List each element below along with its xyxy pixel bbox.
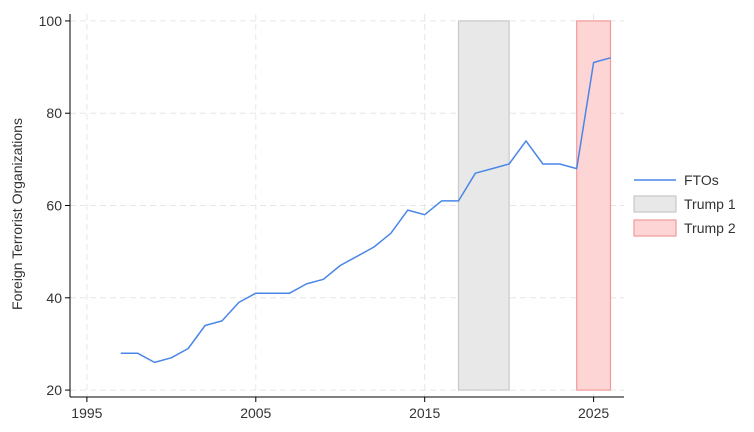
shaded-region <box>457 20 510 391</box>
legend-label: Trump 1 <box>684 196 736 212</box>
legend-area-swatch <box>633 195 677 213</box>
series-lines <box>120 57 611 364</box>
shaded-regions <box>457 20 612 391</box>
legend: FTOs Trump 1 Trump 2 <box>633 172 736 237</box>
x-tick-label: 2005 <box>240 405 271 421</box>
series-line <box>120 57 611 364</box>
legend-area-swatch <box>633 219 677 237</box>
legend-label: FTOs <box>684 172 719 188</box>
grid-lines <box>70 14 624 397</box>
x-tick-label: 2015 <box>409 405 440 421</box>
tick-labels: 20 40 60 80 100 1995 2005 2015 2025 <box>39 13 610 421</box>
y-tick-label: 80 <box>46 105 62 121</box>
shaded-region <box>576 20 612 391</box>
x-tick-label: 1995 <box>71 405 102 421</box>
y-axis-title: Foreign Terrorist Organizations <box>9 118 25 310</box>
y-tick-label: 40 <box>46 290 62 306</box>
x-tick-label: 2025 <box>578 405 609 421</box>
y-tick-label: 20 <box>46 382 62 398</box>
legend-label: Trump 2 <box>684 220 736 236</box>
y-tick-label: 60 <box>46 198 62 214</box>
y-tick-label: 100 <box>39 13 63 29</box>
